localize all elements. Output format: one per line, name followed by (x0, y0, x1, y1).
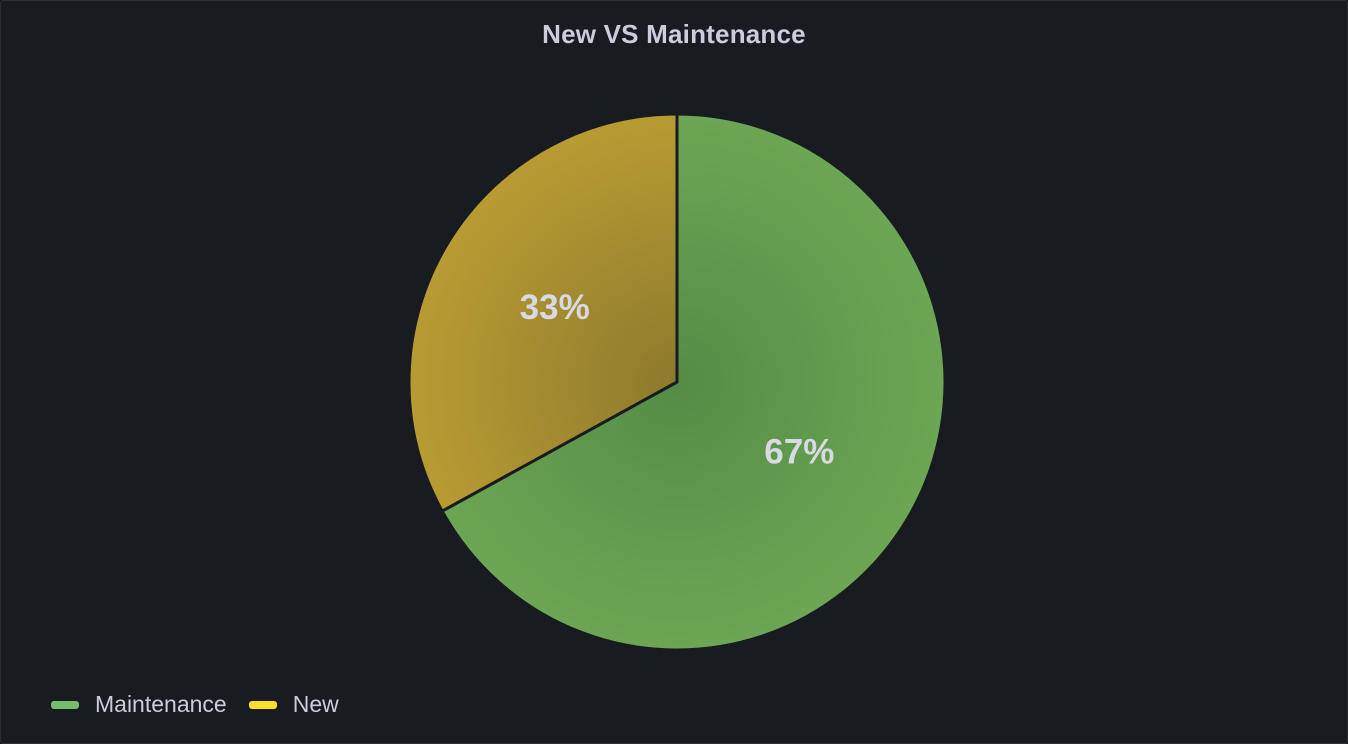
legend-label-maintenance: Maintenance (95, 691, 227, 718)
legend-swatch-new (249, 701, 277, 709)
legend-label-new: New (293, 691, 339, 718)
legend-item-new[interactable]: New (249, 691, 339, 718)
pie-slice-label-maintenance: 67% (764, 433, 834, 472)
pie-slice-label-new: 33% (520, 288, 590, 327)
legend-swatch-maintenance (51, 701, 79, 709)
chart-legend: Maintenance New (51, 691, 361, 718)
legend-item-maintenance[interactable]: Maintenance (51, 691, 227, 718)
